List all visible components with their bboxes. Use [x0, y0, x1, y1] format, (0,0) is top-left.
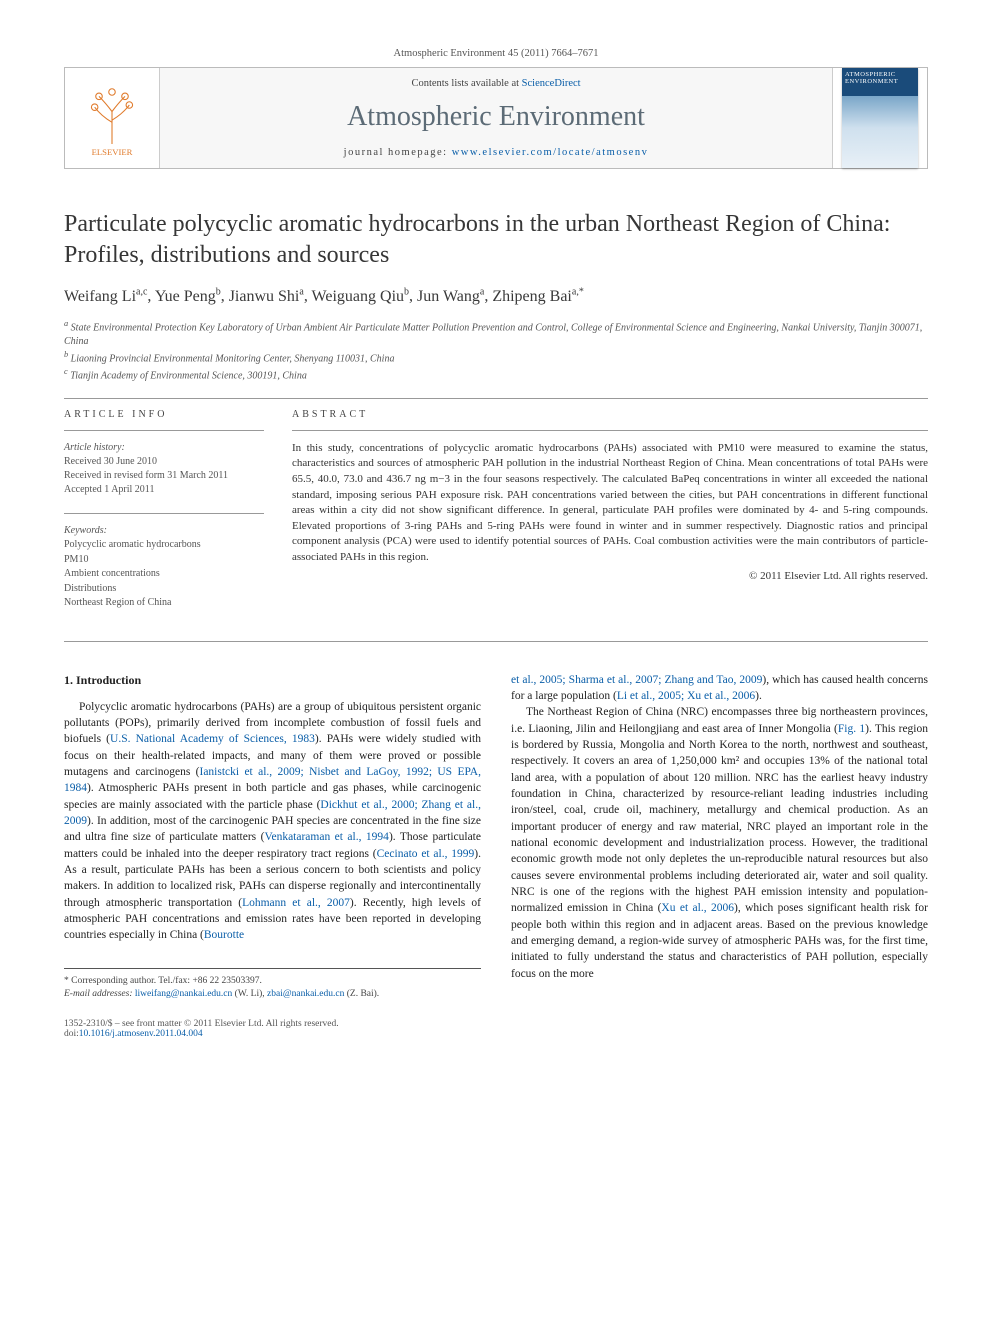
citation-link[interactable]: Li et al., 2005; Xu et al., 2006	[617, 690, 755, 702]
front-matter-line: 1352-2310/$ – see front matter © 2011 El…	[64, 1019, 339, 1029]
homepage-prefix: journal homepage:	[344, 147, 452, 158]
author-list: Weifang Lia,c, Yue Pengb, Jianwu Shia, W…	[64, 286, 928, 305]
email-link[interactable]: zbai@nankai.edu.cn	[267, 989, 344, 999]
affiliation-b: b Liaoning Provincial Environmental Moni…	[64, 349, 928, 366]
history-label: Article history:	[64, 441, 264, 455]
cover-cell: ATMOSPHERIC ENVIRONMENT	[832, 68, 927, 168]
affiliations: a State Environmental Protection Key Lab…	[64, 318, 928, 384]
masthead: ELSEVIER Contents lists available at Sci…	[64, 67, 928, 169]
article-info-column: ARTICLE INFO Article history: Received 3…	[64, 409, 264, 611]
citation-link[interactable]: Bourotte	[204, 929, 244, 941]
elsevier-tree-icon: ELSEVIER	[78, 79, 146, 157]
abstract-copyright: © 2011 Elsevier Ltd. All rights reserved…	[292, 570, 928, 582]
keywords-label: Keywords:	[64, 524, 264, 539]
author: Weifang Lia,c	[64, 288, 147, 305]
sciencedirect-link[interactable]: ScienceDirect	[522, 78, 581, 89]
header-citation: Atmospheric Environment 45 (2011) 7664–7…	[64, 48, 928, 59]
email-link[interactable]: liweifang@nankai.edu.cn	[135, 989, 232, 999]
citation-link[interactable]: et al., 2005; Sharma et al., 2007; Zhang…	[511, 674, 762, 686]
contents-prefix: Contents lists available at	[411, 78, 521, 89]
email-label: E-mail addresses:	[64, 989, 133, 999]
affiliation-a: a State Environmental Protection Key Lab…	[64, 318, 928, 349]
keyword: Ambient concentrations	[64, 567, 264, 582]
masthead-center: Contents lists available at ScienceDirec…	[160, 68, 832, 168]
abstract-label: ABSTRACT	[292, 409, 928, 420]
history-accepted: Accepted 1 April 2011	[64, 483, 264, 497]
journal-cover-thumb: ATMOSPHERIC ENVIRONMENT	[842, 68, 918, 168]
footer-left: 1352-2310/$ – see front matter © 2011 El…	[64, 1019, 339, 1039]
journal-name: Atmospheric Environment	[347, 101, 645, 133]
page-footer: 1352-2310/$ – see front matter © 2011 El…	[64, 1019, 928, 1039]
citation-link[interactable]: U.S. National Academy of Sciences, 1983	[110, 733, 315, 745]
keyword: Northeast Region of China	[64, 596, 264, 611]
doi-link[interactable]: 10.1016/j.atmosenv.2011.04.004	[79, 1029, 203, 1039]
doi-line: doi:10.1016/j.atmosenv.2011.04.004	[64, 1029, 339, 1039]
intro-paragraph-2: The Northeast Region of China (NRC) enco…	[511, 704, 928, 982]
citation-link[interactable]: Cecinato et al., 1999	[377, 848, 475, 860]
keyword: Polycyclic aromatic hydrocarbons	[64, 538, 264, 553]
cover-title: ATMOSPHERIC ENVIRONMENT	[845, 71, 915, 85]
contents-available-line: Contents lists available at ScienceDirec…	[411, 78, 580, 89]
keywords-block: Keywords: Polycyclic aromatic hydrocarbo…	[64, 524, 264, 611]
article-title: Particulate polycyclic aromatic hydrocar…	[64, 209, 928, 270]
author: Zhipeng Baia,*	[492, 288, 584, 305]
history-revised: Received in revised form 31 March 2011	[64, 469, 264, 483]
corresponding-author: * Corresponding author. Tel./fax: +86 22…	[64, 975, 481, 988]
homepage-url-link[interactable]: www.elsevier.com/locate/atmosenv	[452, 147, 649, 158]
figure-ref-link[interactable]: Fig. 1	[838, 723, 865, 735]
rule-info	[64, 430, 264, 431]
article-info-label: ARTICLE INFO	[64, 409, 264, 420]
author: Yue Pengb	[155, 288, 221, 305]
article-history: Article history: Received 30 June 2010 R…	[64, 441, 264, 497]
body-column-left: 1. Introduction Polycyclic aromatic hydr…	[64, 672, 481, 1002]
rule-top	[64, 398, 928, 399]
abstract-column: ABSTRACT In this study, concentrations o…	[292, 409, 928, 611]
author: Jun Wanga	[417, 288, 484, 305]
rule-abstract	[292, 430, 928, 431]
citation-link[interactable]: Venkataraman et al., 1994	[264, 831, 389, 843]
email-line: E-mail addresses: liweifang@nankai.edu.c…	[64, 988, 481, 1001]
section-heading-intro: 1. Introduction	[64, 672, 481, 689]
citation-link[interactable]: Xu et al., 2006	[661, 902, 734, 914]
intro-paragraph-1: Polycyclic aromatic hydrocarbons (PAHs) …	[64, 699, 481, 944]
keyword: PM10	[64, 553, 264, 568]
publisher-logo-cell: ELSEVIER	[65, 68, 160, 168]
publisher-name: ELSEVIER	[92, 147, 133, 157]
history-received: Received 30 June 2010	[64, 455, 264, 469]
body-column-right: et al., 2005; Sharma et al., 2007; Zhang…	[511, 672, 928, 1002]
intro-paragraph-1-cont: et al., 2005; Sharma et al., 2007; Zhang…	[511, 672, 928, 705]
homepage-line: journal homepage: www.elsevier.com/locat…	[344, 147, 649, 158]
author: Jianwu Shia	[229, 288, 304, 305]
abstract-text: In this study, concentrations of polycyc…	[292, 441, 928, 566]
rule-keywords	[64, 513, 264, 514]
body-columns: 1. Introduction Polycyclic aromatic hydr…	[64, 672, 928, 1002]
citation-link[interactable]: Lohmann et al., 2007	[242, 897, 350, 909]
footnote-block: * Corresponding author. Tel./fax: +86 22…	[64, 968, 481, 1002]
author: Weiguang Qiub	[312, 288, 409, 305]
affiliation-c: c Tianjin Academy of Environmental Scien…	[64, 366, 928, 383]
keyword: Distributions	[64, 582, 264, 597]
rule-after-abstract	[64, 641, 928, 642]
